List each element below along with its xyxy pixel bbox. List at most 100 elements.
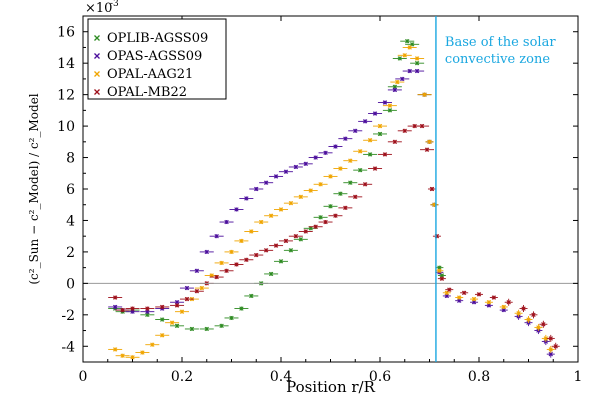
point-marker [429,186,435,192]
data-point [402,45,417,50]
point-marker [362,119,368,124]
point-marker [395,79,400,85]
data-point [382,103,397,108]
data-point [373,131,387,137]
data-point [298,229,313,234]
point-marker [273,243,279,248]
data-point [259,180,274,185]
x-axis-label: Position r/R [286,378,376,396]
series-opal-aag21 [108,45,555,360]
data-point [269,174,284,179]
point-marker [486,300,492,305]
data-point [363,152,378,157]
data-point [323,174,338,179]
data-point [551,342,560,350]
data-point [427,186,436,192]
point-marker [318,215,323,220]
point-marker [382,152,388,157]
point-marker [358,167,363,173]
point-marker [234,207,239,212]
point-marker [254,186,259,192]
point-marker [348,180,353,185]
data-point [425,139,434,145]
data-point [108,295,123,300]
data-point [333,191,348,196]
point-marker [249,293,254,299]
data-point [239,257,254,262]
data-point [455,295,464,300]
data-point [264,271,279,277]
point-marker [501,304,506,310]
point-marker [145,306,150,311]
data-point [368,166,383,171]
point-marker [407,45,412,50]
point-marker [278,207,284,212]
point-marker [367,138,373,143]
legend-entry: OPLIB-AGSS09 [107,31,208,46]
point-marker [447,287,452,292]
point-marker [526,317,531,322]
data-point [435,268,444,273]
point-marker [362,182,368,187]
point-marker [333,213,338,218]
data-point [437,276,446,281]
data-point [244,293,259,299]
point-marker [372,166,378,171]
point-marker [140,350,145,355]
point-marker [263,180,269,185]
point-marker [120,353,125,358]
point-marker [402,128,407,133]
point-marker [353,128,358,133]
point-marker [244,257,249,262]
data-point [189,289,204,294]
data-point [390,79,405,85]
point-marker [259,219,264,225]
point-marker [219,323,224,329]
data-point [546,350,555,358]
data-point [539,320,548,328]
data-point [420,147,435,152]
point-marker [372,111,378,116]
data-point [445,287,454,292]
data-point [108,304,123,310]
point-marker [150,342,155,347]
data-point [392,56,407,61]
point-marker [328,204,333,209]
point-marker [254,252,259,258]
point-marker [303,161,308,167]
y-tick-label: -2 [61,308,75,324]
data-point [348,194,363,200]
data-point [259,248,274,253]
data-point [395,76,410,82]
point-marker [536,325,541,330]
series-opal-mb22 [108,123,560,350]
data-point [343,180,358,185]
point-marker [283,238,289,244]
data-point [499,304,508,310]
point-marker [184,296,190,302]
data-point [470,296,479,302]
data-point [519,305,528,313]
data-point [318,150,333,156]
point-marker [541,322,546,327]
data-point [338,205,353,211]
point-marker [548,336,553,341]
point-marker [160,333,165,338]
point-marker [358,149,363,154]
point-marker [348,158,353,163]
data-point [410,60,425,66]
data-point [323,204,338,209]
data-point [504,298,513,306]
data-point [125,306,140,311]
data-point [155,317,170,322]
data-point [353,149,368,154]
point-marker [293,164,299,170]
point-marker [283,169,289,174]
y-multiplier-label: ×10 [85,1,112,16]
point-marker [189,326,195,332]
data-point [254,219,269,225]
data-point [155,333,170,338]
y-tick-label: -4 [61,339,75,355]
